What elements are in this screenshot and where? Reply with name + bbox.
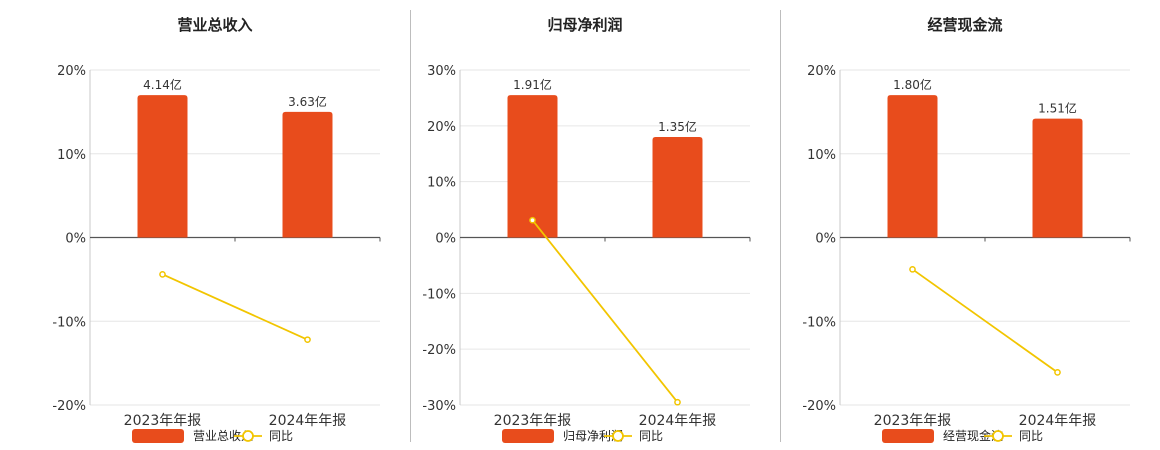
yoy-line — [531, 219, 679, 403]
bar-data-label: 1.91亿 — [513, 77, 552, 92]
y-tick-label: 20% — [807, 64, 836, 79]
chart-revenue: 20% 10% 0% -10% -20% 4.14亿 3.63亿 2023年年报 2024年年报… — [52, 64, 381, 443]
yoy-point — [1054, 368, 1061, 376]
chart-panel-net-profit: 归母净利润 30% 20% 10% 0% -10% -20% -30% 1.91亿 1.35亿 2… — [400, 0, 770, 450]
x-category-label: 2023年年报 — [494, 413, 572, 429]
legend-bar-swatch — [882, 429, 934, 443]
x-category-label: 2024年年报 — [639, 413, 717, 429]
bar-data-label: 1.80亿 — [893, 77, 932, 92]
y-tick-label: 10% — [57, 148, 86, 163]
legend-bar-swatch — [502, 429, 554, 443]
legend-line-label: 同比 — [269, 429, 293, 443]
yoy-point — [304, 336, 311, 344]
panel-divider — [410, 10, 411, 442]
y-tick-label: 30% — [427, 64, 456, 79]
y-tick-label: 0% — [65, 232, 86, 247]
bar — [282, 111, 333, 238]
yoy-point — [529, 216, 536, 224]
yoy-line — [911, 268, 1059, 374]
x-category-label: 2024年年报 — [269, 413, 347, 429]
y-tick-label: 20% — [57, 64, 86, 79]
bar — [137, 95, 188, 238]
chart-title: 营业总收入 — [177, 16, 253, 34]
bar — [1032, 118, 1083, 238]
x-category-label: 2023年年报 — [874, 413, 952, 429]
chart-title: 归母净利润 — [547, 16, 623, 34]
legend-line-marker — [612, 430, 624, 442]
chart-cash-flow: 20% 10% 0% -10% -20% 1.80亿 1.51亿 2023年年报 2024年年报… — [802, 64, 1131, 443]
yoy-line — [162, 273, 308, 341]
legend-bar-label: 归母净利润 — [563, 429, 623, 443]
yoy-point — [674, 398, 681, 406]
y-tick-label: -30% — [422, 399, 456, 414]
bar — [652, 137, 703, 238]
y-tick-label: -10% — [422, 287, 456, 302]
legend-bar-label: 营业总收入 — [193, 429, 253, 443]
yoy-point — [159, 271, 166, 278]
chart-title: 经营现金流 — [927, 16, 1003, 34]
bar-data-label: 1.51亿 — [1038, 101, 1077, 116]
y-tick-label: 20% — [427, 120, 456, 135]
y-tick-label: -10% — [52, 315, 86, 330]
y-tick-label: 10% — [427, 176, 456, 191]
y-tick-label: 10% — [807, 148, 836, 163]
legend-line-label: 同比 — [639, 429, 663, 443]
x-category-label: 2024年年报 — [1019, 413, 1097, 429]
y-tick-label: 0% — [815, 232, 836, 247]
bar-data-label: 3.63亿 — [288, 94, 327, 109]
yoy-point — [909, 265, 916, 273]
legend-line-label: 同比 — [1019, 429, 1043, 443]
x-category-label: 2023年年报 — [124, 413, 202, 429]
bar — [887, 95, 938, 238]
legend-bar-label: 经营现金流 — [943, 428, 1003, 443]
y-tick-label: 0% — [435, 232, 456, 247]
chart-panel-revenue: 营业总收入 20% 10% 0% -10% -20% 4.14亿 3.63亿 2023年年报 2… — [30, 0, 400, 450]
y-tick-label: -20% — [52, 399, 86, 414]
chart-net-profit: 30% 20% 10% 0% -10% -20% -30% 1.91亿 1.35亿 2023年年报… — [422, 64, 751, 443]
y-tick-label: -20% — [802, 399, 836, 414]
bar-data-label: 4.14亿 — [143, 77, 182, 92]
legend-line-marker — [992, 430, 1004, 442]
y-tick-label: -20% — [422, 343, 456, 358]
bar — [507, 95, 558, 238]
bar-data-label: 1.35亿 — [658, 119, 697, 134]
legend-bar-swatch — [132, 429, 184, 443]
legend-line-marker — [242, 430, 254, 442]
chart-panel-cash-flow: 经营现金流 20% 10% 0% -10% -20% 1.80亿 1.51亿 2023年年报 2… — [780, 0, 1150, 450]
panel-divider — [780, 10, 781, 442]
y-tick-label: -10% — [802, 315, 836, 330]
